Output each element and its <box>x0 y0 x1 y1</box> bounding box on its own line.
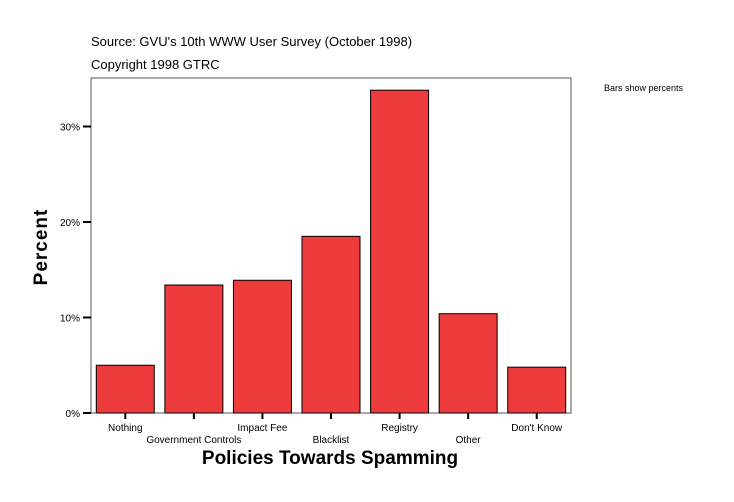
bar <box>164 284 224 414</box>
x-tick-label: Impact Fee <box>237 423 287 434</box>
x-tick-label: Other <box>456 435 482 446</box>
copyright-text: Copyright 1998 GTRC <box>91 57 220 72</box>
y-tick-label: 10% <box>60 314 80 325</box>
x-tick-label: Blacklist <box>313 435 350 446</box>
x-tick-label: Nothing <box>108 423 142 434</box>
x-tick-label: Don't Know <box>511 423 563 434</box>
bar <box>438 313 498 414</box>
bar <box>370 89 430 414</box>
y-axis-title: Percent <box>31 209 52 286</box>
source-text: Source: GVU's 10th WWW User Survey (Octo… <box>91 34 412 49</box>
y-tick-label: 20% <box>60 218 80 229</box>
bar <box>301 235 361 414</box>
bar <box>232 279 292 414</box>
y-tick-label: 30% <box>60 123 80 134</box>
bar <box>95 364 155 414</box>
bar <box>507 366 567 414</box>
x-tick-label: Government Controls <box>146 435 241 446</box>
note-text: Bars show percents <box>604 83 684 93</box>
x-tick-label: Registry <box>381 423 418 434</box>
y-tick-label: 0% <box>66 409 81 420</box>
x-axis-title: Policies Towards Spamming <box>202 448 458 469</box>
